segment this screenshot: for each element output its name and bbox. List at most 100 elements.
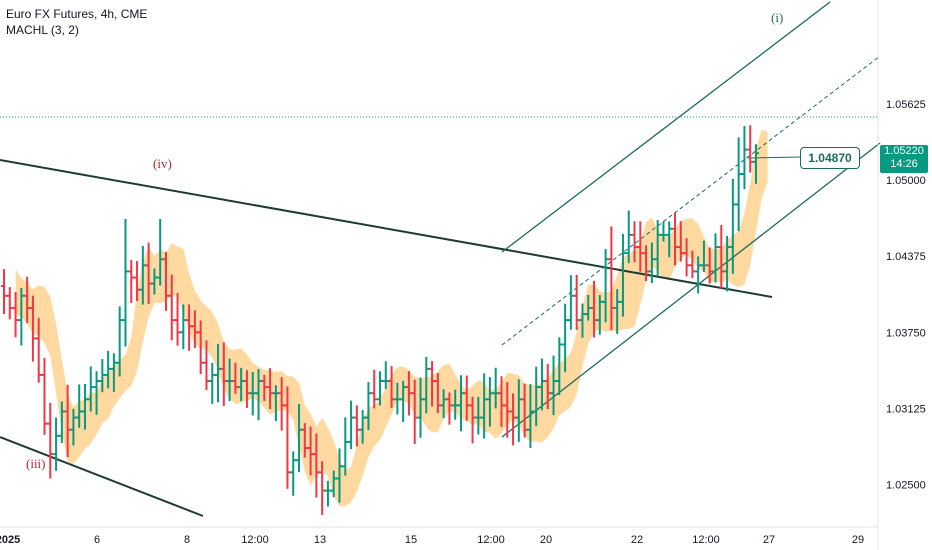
time-tick-label: 12:00 — [477, 534, 505, 546]
time-tick-label: 6 — [94, 534, 100, 546]
ohlc-bar — [481, 373, 488, 439]
ohlc-bar — [695, 256, 702, 294]
ohlc-bar — [151, 268, 158, 295]
price-tick-label: 1.03125 — [886, 403, 926, 415]
ohlc-bar — [313, 433, 320, 498]
ohlc-bar — [209, 362, 216, 404]
ohlc-bar — [504, 382, 511, 438]
ohlc-bars-layer — [1, 125, 759, 515]
ohlc-bar — [585, 294, 592, 321]
time-tick-label: 2025 — [0, 534, 20, 546]
price-tick-label: 1.03750 — [886, 327, 926, 339]
ohlc-bar — [724, 235, 731, 292]
price-tick-label: 1.05625 — [886, 99, 926, 111]
ohlc-bar — [434, 373, 441, 413]
ohlc-bar — [625, 210, 632, 264]
ohlc-bar — [116, 306, 123, 377]
time-tick-label: 12:00 — [692, 534, 720, 546]
time-tick-label: 13 — [314, 534, 326, 546]
ohlc-bar — [718, 224, 725, 289]
ohlc-bar — [591, 280, 598, 338]
symbol-title: Euro FX Futures, 4h, CME — [6, 7, 148, 21]
time-tick-label: 20 — [540, 534, 552, 546]
ohlc-bar — [527, 384, 534, 448]
ohlc-bar — [99, 359, 106, 393]
time-tick-label: 8 — [184, 534, 190, 546]
ohlc-bar — [562, 303, 569, 373]
ohlc-bar — [515, 379, 522, 442]
bar-countdown: 14:26 — [890, 158, 918, 171]
ohlc-bar — [6, 287, 13, 320]
ohlc-bar — [278, 377, 285, 431]
ohlc-bar — [35, 317, 42, 383]
time-tick-label: 27 — [763, 534, 775, 546]
ohlc-bar — [405, 371, 412, 416]
ohlc-bar — [672, 212, 679, 266]
ohlc-bar — [162, 252, 169, 311]
indicator-label: MACHL (3, 2) — [6, 23, 79, 37]
ohlc-bar — [677, 221, 684, 262]
ohlc-bar — [186, 304, 193, 351]
ohlc-bar — [191, 310, 198, 349]
ohlc-bar — [510, 393, 517, 446]
ohlc-bar — [267, 368, 274, 409]
ohlc-bar — [348, 400, 355, 450]
price-callout[interactable]: 1.04870 — [800, 147, 860, 169]
ohlc-bar — [319, 461, 326, 515]
ohlc-bar — [544, 363, 551, 410]
ohlc-bar — [24, 276, 31, 324]
ohlc-bar — [336, 448, 343, 503]
ohlc-bar — [619, 233, 626, 317]
ohlc-bar — [41, 357, 48, 435]
ohlc-bar — [579, 303, 586, 338]
ohlc-bar — [139, 246, 146, 305]
ohlc-bar — [683, 238, 690, 277]
ohlc-bar — [232, 362, 239, 394]
ohlc-bar — [533, 366, 540, 427]
ohlc-bar — [729, 178, 736, 274]
ohlc-bar — [261, 374, 268, 402]
ohlc-bar — [353, 405, 360, 447]
ohlc-bar — [122, 219, 129, 347]
channel-upper-line — [501, 1, 831, 253]
time-tick-label: 29 — [852, 534, 864, 546]
chart-legend: Euro FX Futures, 4h, CME MACHL (3, 2) — [6, 6, 147, 38]
ohlc-bar — [423, 356, 430, 414]
ohlc-bar — [359, 410, 366, 444]
ohlc-bar — [492, 367, 499, 409]
time-tick-label: 15 — [405, 534, 417, 546]
ohlc-bar — [637, 221, 644, 272]
ohlc-bar — [342, 417, 349, 476]
ohlc-bar — [128, 260, 135, 303]
ohlc-bar — [93, 371, 100, 415]
price-tick-label: 1.02500 — [886, 480, 926, 492]
ohlc-bar — [440, 389, 447, 419]
ohlc-bar — [631, 221, 638, 263]
ohlc-bar — [87, 366, 94, 412]
ohlc-bar — [741, 125, 748, 190]
ohlc-bar — [307, 426, 314, 476]
ohlc-bar — [706, 247, 713, 284]
ohlc-bar — [521, 383, 528, 438]
ohlc-bar — [301, 423, 308, 458]
ohlc-bar — [556, 337, 563, 396]
wave-label-i: (i) — [771, 10, 783, 25]
ohlc-bar — [400, 380, 407, 422]
ohlc-bar — [1, 269, 7, 315]
ohlc-bar — [614, 289, 621, 334]
ohlc-bar — [76, 384, 83, 428]
ohlc-bar — [417, 377, 424, 438]
ohlc-bar — [134, 261, 141, 301]
ohlc-bar — [296, 404, 303, 473]
ohlc-bar — [226, 358, 233, 402]
ohlc-bar — [469, 396, 476, 444]
time-tick-label: 22 — [631, 534, 643, 546]
ohlc-bar — [29, 295, 36, 362]
time-tick-label: 12:00 — [241, 534, 269, 546]
ohlc-bar — [735, 137, 742, 232]
ohlc-bar — [498, 376, 505, 427]
ohlc-bar — [573, 274, 580, 330]
ohlc-bar — [371, 369, 378, 409]
